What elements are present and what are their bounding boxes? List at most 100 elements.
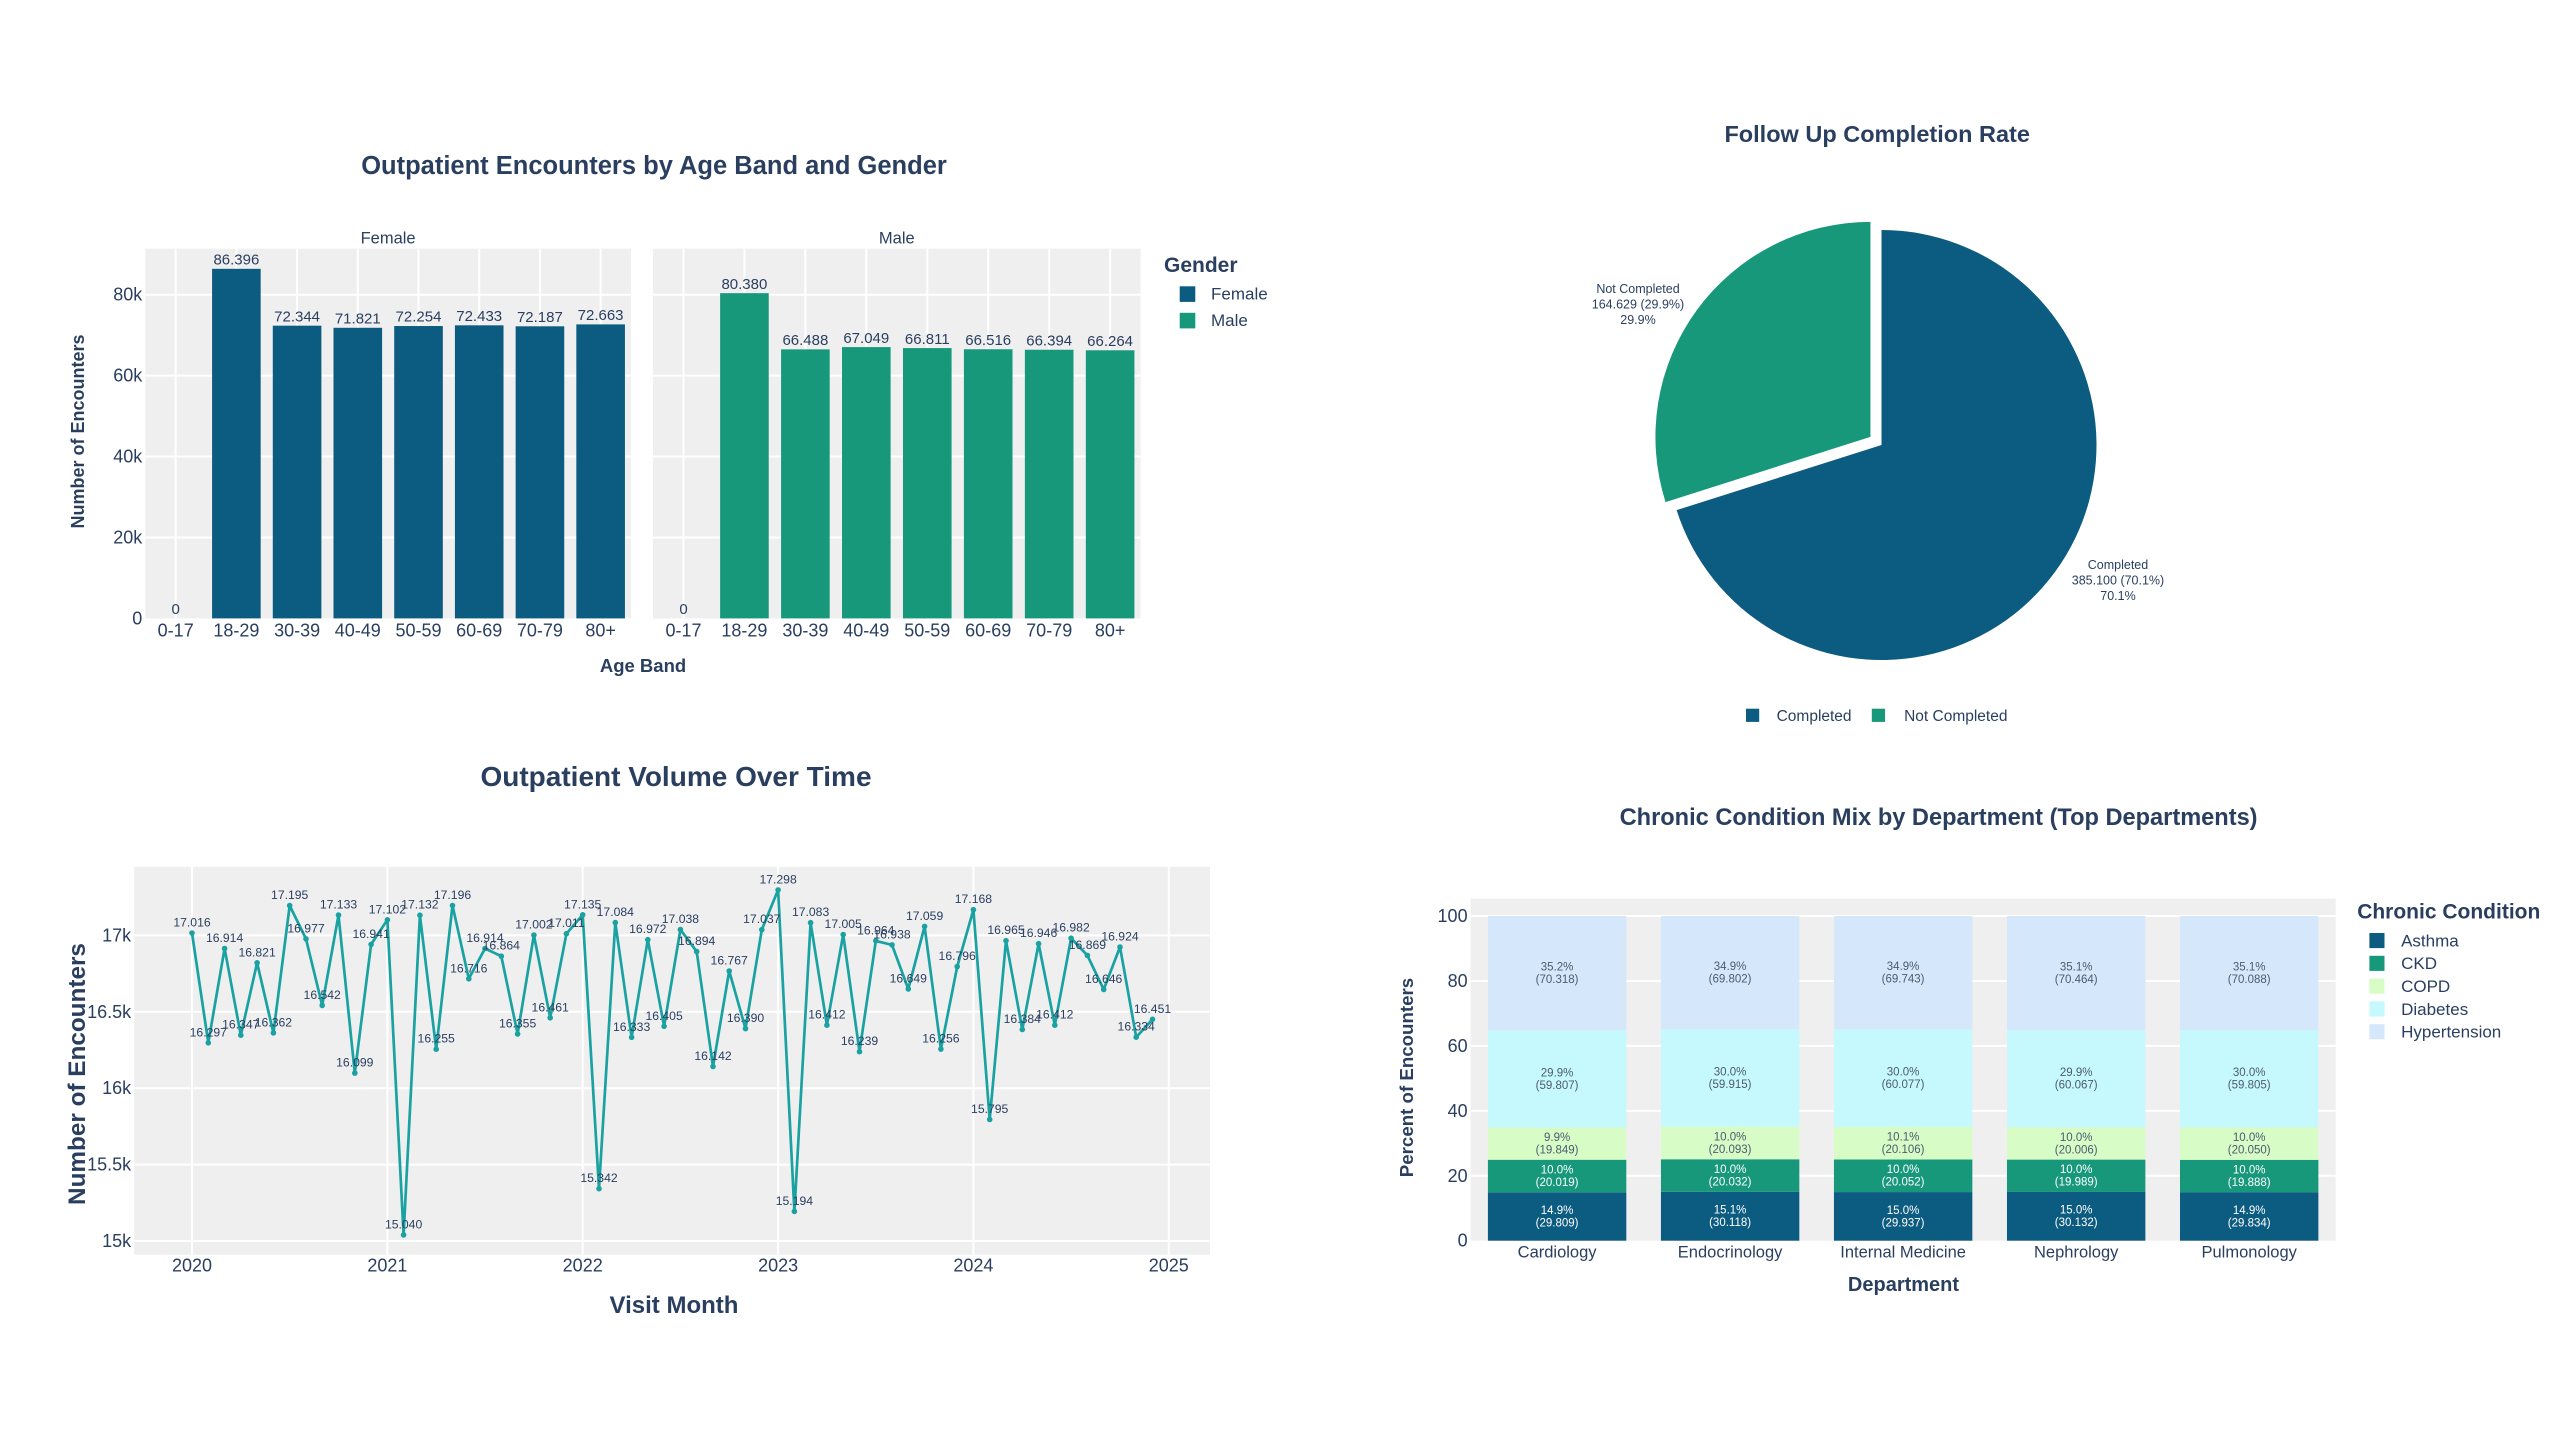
svg-text:(60.077): (60.077) (1882, 1079, 1925, 1091)
svg-text:15.1%: 15.1% (1714, 1205, 1747, 1217)
svg-text:(29.809): (29.809) (1536, 1217, 1579, 1229)
svg-text:Follow Up Completion Rate: Follow Up Completion Rate (1724, 121, 2030, 147)
svg-text:72.433: 72.433 (456, 308, 502, 325)
svg-text:80.380: 80.380 (721, 276, 767, 293)
svg-text:10.0%: 10.0% (1714, 1131, 1747, 1143)
svg-text:18-29: 18-29 (721, 620, 767, 640)
svg-text:35.1%: 35.1% (2233, 961, 2266, 973)
svg-text:16.355: 16.355 (499, 1017, 536, 1031)
svg-text:(29.834): (29.834) (2228, 1217, 2271, 1229)
svg-text:16.405: 16.405 (645, 1009, 682, 1023)
svg-text:Outpatient Encounters by Age B: Outpatient Encounters by Age Band and Ge… (361, 152, 947, 180)
svg-text:16.239: 16.239 (841, 1034, 878, 1048)
svg-text:Pulmonology: Pulmonology (2202, 1244, 2298, 1262)
svg-text:2022: 2022 (563, 1256, 603, 1276)
svg-text:(59.807): (59.807) (1536, 1080, 1579, 1092)
svg-text:17k: 17k (102, 925, 132, 945)
svg-text:(30.118): (30.118) (1709, 1217, 1751, 1229)
svg-text:Not Completed: Not Completed (1904, 708, 2007, 725)
svg-text:Asthma: Asthma (2401, 931, 2459, 950)
svg-text:16.938: 16.938 (873, 927, 910, 941)
svg-text:17.083: 17.083 (792, 905, 829, 919)
svg-text:Female: Female (361, 229, 416, 247)
svg-text:30-39: 30-39 (782, 620, 828, 640)
svg-text:16.767: 16.767 (711, 954, 748, 968)
svg-text:16.5k: 16.5k (87, 1002, 132, 1022)
svg-text:17.037: 17.037 (743, 912, 780, 926)
svg-text:50-59: 50-59 (395, 620, 441, 640)
svg-text:CKD: CKD (2401, 954, 2437, 973)
svg-text:10.0%: 10.0% (1714, 1164, 1747, 1176)
svg-text:16.914: 16.914 (466, 931, 503, 945)
svg-text:16.255: 16.255 (418, 1032, 455, 1046)
svg-text:66.264: 66.264 (1087, 333, 1133, 350)
svg-text:0: 0 (172, 601, 180, 618)
svg-text:15.5k: 15.5k (87, 1155, 132, 1175)
svg-text:15.795: 15.795 (971, 1102, 1008, 1116)
svg-text:15.194: 15.194 (776, 1194, 813, 1208)
svg-text:16.946: 16.946 (1020, 926, 1057, 940)
svg-text:(70.464): (70.464) (2055, 974, 2098, 986)
svg-text:50-59: 50-59 (904, 620, 950, 640)
svg-text:Not Completed: Not Completed (1596, 282, 1679, 296)
svg-text:16.412: 16.412 (808, 1008, 845, 1022)
svg-text:(69.802): (69.802) (1709, 974, 1752, 986)
svg-text:Completed: Completed (1777, 708, 1852, 725)
svg-text:Male: Male (1211, 311, 1248, 330)
svg-text:16.362: 16.362 (255, 1015, 292, 1029)
svg-text:16.972: 16.972 (629, 922, 666, 936)
svg-text:40: 40 (1448, 1101, 1468, 1121)
svg-text:17.016: 17.016 (173, 916, 210, 930)
svg-text:Endocrinology: Endocrinology (1678, 1244, 1783, 1262)
svg-text:Hypertension: Hypertension (2401, 1023, 2501, 1042)
svg-text:16k: 16k (102, 1078, 132, 1098)
svg-text:17.005: 17.005 (825, 917, 862, 931)
svg-text:10.0%: 10.0% (2060, 1164, 2093, 1176)
svg-text:(30.132): (30.132) (2055, 1217, 2098, 1229)
svg-text:10.0%: 10.0% (2060, 1132, 2093, 1144)
svg-text:16.716: 16.716 (450, 961, 487, 975)
svg-text:29.9%: 29.9% (1541, 1067, 1574, 1079)
svg-text:(70.088): (70.088) (2228, 974, 2271, 986)
svg-text:40-49: 40-49 (843, 620, 889, 640)
svg-text:164.629 (29.9%): 164.629 (29.9%) (1592, 298, 1684, 312)
svg-text:Department: Department (1848, 1274, 1959, 1296)
svg-text:0: 0 (132, 608, 142, 628)
svg-text:(60.067): (60.067) (2055, 1080, 2098, 1092)
svg-text:Diabetes: Diabetes (2401, 1000, 2468, 1019)
svg-text:15.0%: 15.0% (1887, 1205, 1920, 1217)
svg-text:17.084: 17.084 (597, 905, 634, 919)
svg-text:Visit Month: Visit Month (610, 1292, 739, 1319)
svg-text:16.982: 16.982 (1052, 921, 1089, 935)
svg-text:100: 100 (1438, 906, 1468, 926)
svg-text:29.9%: 29.9% (1620, 313, 1655, 327)
svg-text:16.542: 16.542 (304, 988, 341, 1002)
svg-text:17.133: 17.133 (320, 898, 357, 912)
svg-text:16.334: 16.334 (1118, 1020, 1155, 1034)
svg-text:14.9%: 14.9% (2233, 1205, 2266, 1217)
svg-text:16.451: 16.451 (1134, 1002, 1171, 1016)
svg-text:10.1%: 10.1% (1887, 1132, 1920, 1144)
svg-text:16.256: 16.256 (922, 1032, 959, 1046)
svg-text:(20.050): (20.050) (2228, 1144, 2271, 1156)
svg-text:30.0%: 30.0% (2233, 1067, 2266, 1079)
svg-text:16.297: 16.297 (190, 1025, 227, 1039)
svg-text:60-69: 60-69 (965, 620, 1011, 640)
svg-text:(59.805): (59.805) (2228, 1080, 2271, 1092)
svg-text:15.342: 15.342 (580, 1171, 617, 1185)
svg-text:18-29: 18-29 (213, 620, 259, 640)
svg-text:35.2%: 35.2% (1541, 962, 1574, 974)
svg-text:34.9%: 34.9% (1887, 961, 1920, 973)
svg-text:(59.915): (59.915) (1709, 1079, 1752, 1091)
svg-text:15k: 15k (102, 1231, 132, 1251)
svg-text:16.649: 16.649 (890, 972, 927, 986)
svg-text:(20.106): (20.106) (1882, 1144, 1925, 1156)
svg-text:10.0%: 10.0% (2233, 1132, 2266, 1144)
svg-text:16.869: 16.869 (1069, 938, 1106, 952)
svg-text:(20.093): (20.093) (1709, 1144, 1752, 1156)
svg-text:15.0%: 15.0% (2060, 1205, 2093, 1217)
svg-text:80: 80 (1448, 971, 1468, 991)
svg-text:86.396: 86.396 (213, 252, 259, 269)
svg-text:70.1%: 70.1% (2100, 589, 2135, 603)
svg-text:Chronic Condition: Chronic Condition (2357, 900, 2540, 923)
